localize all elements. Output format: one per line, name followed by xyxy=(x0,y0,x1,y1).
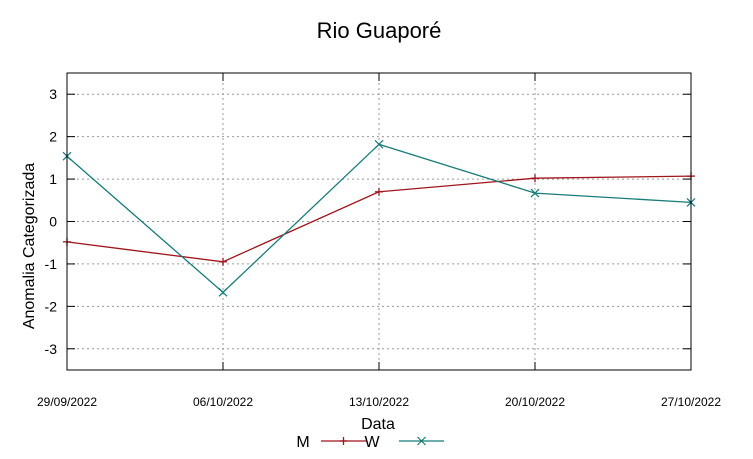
data-point-m-3 xyxy=(531,174,539,183)
x-tick-label-2: 13/10/2022 xyxy=(349,395,409,409)
data-point-m-1 xyxy=(219,257,227,266)
legend-marker-m xyxy=(339,437,348,445)
y-tick-label-1: 2 xyxy=(49,129,57,145)
y-axis-ticks: 3 2 1 0 -1 -2 -3 xyxy=(45,86,691,357)
grid xyxy=(66,73,692,370)
y-tick-label-4: -1 xyxy=(45,256,58,272)
data-point-w-1 xyxy=(218,287,228,297)
data-point-w-3 xyxy=(530,188,540,198)
legend-label-w: W xyxy=(364,434,380,451)
data-point-w-1-diag-b xyxy=(218,287,228,297)
legend-marker-w xyxy=(417,436,426,446)
y-axis-label: Anomalia Categorizada xyxy=(21,163,38,329)
x-axis-label: Data xyxy=(361,416,395,433)
data-point-m-2 xyxy=(375,187,383,196)
x-tick-label-0: 29/09/2022 xyxy=(37,395,97,409)
legend-label-m: M xyxy=(296,434,309,451)
legend-item-w: W xyxy=(364,434,444,451)
data-point-w-3-diag-b xyxy=(530,188,540,198)
data-point-w-2 xyxy=(374,139,384,149)
chart-title: Rio Guaporé xyxy=(317,18,442,43)
y-tick-label-3: 0 xyxy=(49,214,57,230)
y-tick-label-0: 3 xyxy=(49,86,57,102)
legend-marker-w-diag-b xyxy=(417,436,426,446)
y-tick-label-6: -3 xyxy=(45,341,58,357)
legend-item-m: M xyxy=(296,434,366,451)
x-tick-label-1: 06/10/2022 xyxy=(193,395,253,409)
x-tick-label-4: 27/10/2022 xyxy=(661,395,721,409)
plot-frame xyxy=(66,72,692,371)
y-tick-label-5: -2 xyxy=(45,298,58,314)
data-point-w-2-diag-b xyxy=(374,139,384,149)
y-tick-label-2: 1 xyxy=(49,171,57,187)
x-axis-ticks: 29/09/2022 06/10/2022 13/10/2022 20/10/2022… xyxy=(37,73,721,409)
x-tick-label-3: 20/10/2022 xyxy=(505,395,565,409)
